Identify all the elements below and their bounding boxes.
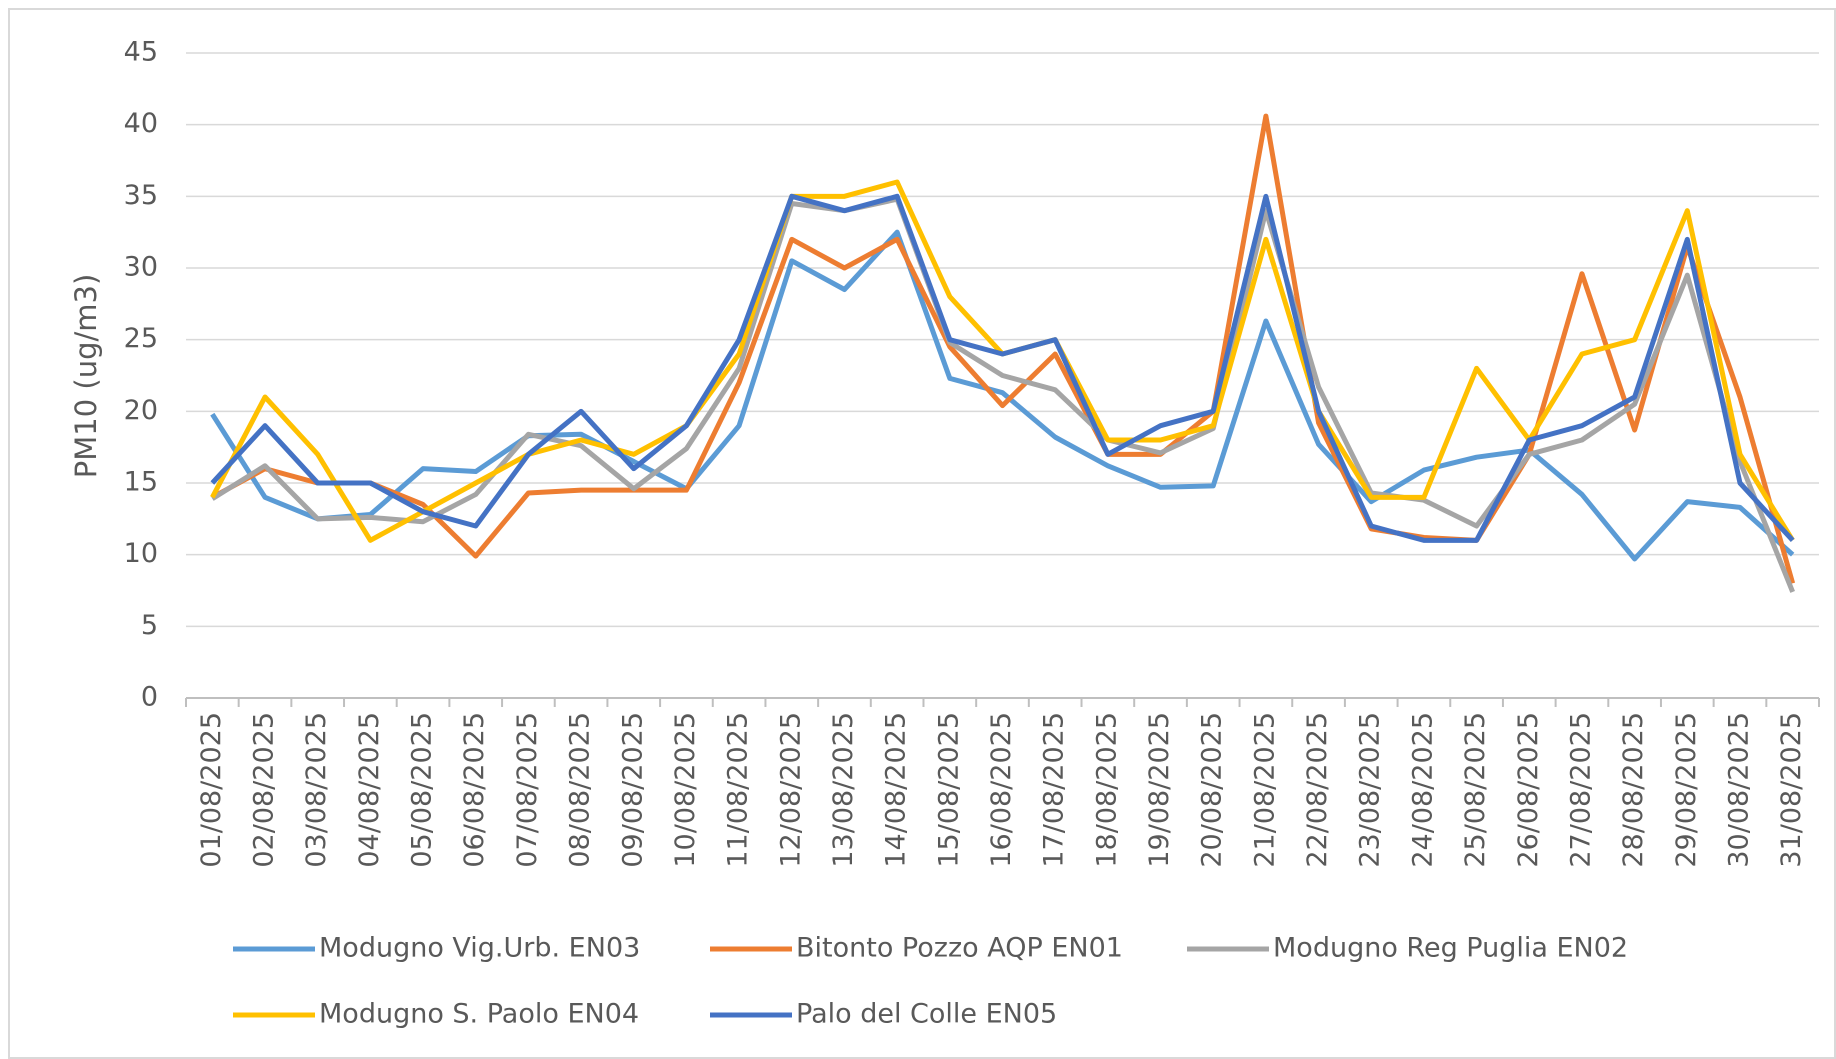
x-tick-label: 12/08/2025 <box>775 712 806 868</box>
y-axis-title: PM10 (ug/m3) <box>69 274 103 479</box>
x-tick-label: 04/08/2025 <box>354 712 385 868</box>
x-tick-label: 30/08/2025 <box>1723 712 1754 868</box>
x-tick-label: 01/08/2025 <box>196 712 227 868</box>
legend-label: Palo del Colle EN05 <box>796 999 1057 1030</box>
x-tick-label: 06/08/2025 <box>459 712 490 868</box>
x-tick-label: 08/08/2025 <box>565 712 596 868</box>
legend-label: Modugno Reg Puglia EN02 <box>1273 933 1628 964</box>
x-tick-label: 05/08/2025 <box>407 712 438 868</box>
y-tick-label: 0 <box>141 682 158 713</box>
legend-label: Modugno Vig.Urb. EN03 <box>319 933 640 964</box>
y-tick-label: 10 <box>124 538 158 569</box>
x-tick-label: 24/08/2025 <box>1407 712 1438 868</box>
x-tick-label: 09/08/2025 <box>617 712 648 868</box>
x-tick-label: 25/08/2025 <box>1460 712 1491 868</box>
x-tick-label: 16/08/2025 <box>986 712 1017 868</box>
y-tick-label: 15 <box>124 467 158 498</box>
x-tick-label: 31/08/2025 <box>1776 712 1807 868</box>
y-tick-label: 20 <box>124 395 158 426</box>
x-tick-label: 13/08/2025 <box>828 712 859 868</box>
x-tick-label: 17/08/2025 <box>1039 712 1070 868</box>
x-tick-label: 28/08/2025 <box>1618 712 1649 868</box>
y-tick-label: 25 <box>124 323 158 354</box>
x-tick-label: 26/08/2025 <box>1513 712 1544 868</box>
y-tick-label: 5 <box>141 610 158 641</box>
legend-label: Modugno S. Paolo EN04 <box>319 999 639 1030</box>
chart-frame <box>8 8 1836 1059</box>
x-tick-label: 15/08/2025 <box>933 712 964 868</box>
x-tick-label: 20/08/2025 <box>1197 712 1228 868</box>
series-line <box>211 196 1795 593</box>
y-tick-label: 30 <box>124 252 158 283</box>
x-tick-label: 14/08/2025 <box>881 712 912 868</box>
x-tick-label: 21/08/2025 <box>1249 712 1280 868</box>
x-tick-label: 10/08/2025 <box>670 712 701 868</box>
x-tick-label: 23/08/2025 <box>1355 712 1386 868</box>
x-tick-label: 07/08/2025 <box>512 712 543 868</box>
x-tick-label: 27/08/2025 <box>1565 712 1596 868</box>
x-tick-label: 02/08/2025 <box>249 712 280 868</box>
legend-label: Bitonto Pozzo AQP EN01 <box>796 933 1123 964</box>
y-tick-label: 45 <box>124 37 158 68</box>
series-line <box>210 193 1795 543</box>
x-tick-label: 11/08/2025 <box>723 712 754 868</box>
y-tick-label: 35 <box>124 180 158 211</box>
x-tick-label: 03/08/2025 <box>301 712 332 868</box>
x-tick-label: 22/08/2025 <box>1302 712 1333 868</box>
x-tick-label: 18/08/2025 <box>1091 712 1122 868</box>
x-tick-label: 29/08/2025 <box>1671 712 1702 868</box>
y-tick-label: 40 <box>124 108 158 139</box>
x-tick-label: 19/08/2025 <box>1144 712 1175 868</box>
